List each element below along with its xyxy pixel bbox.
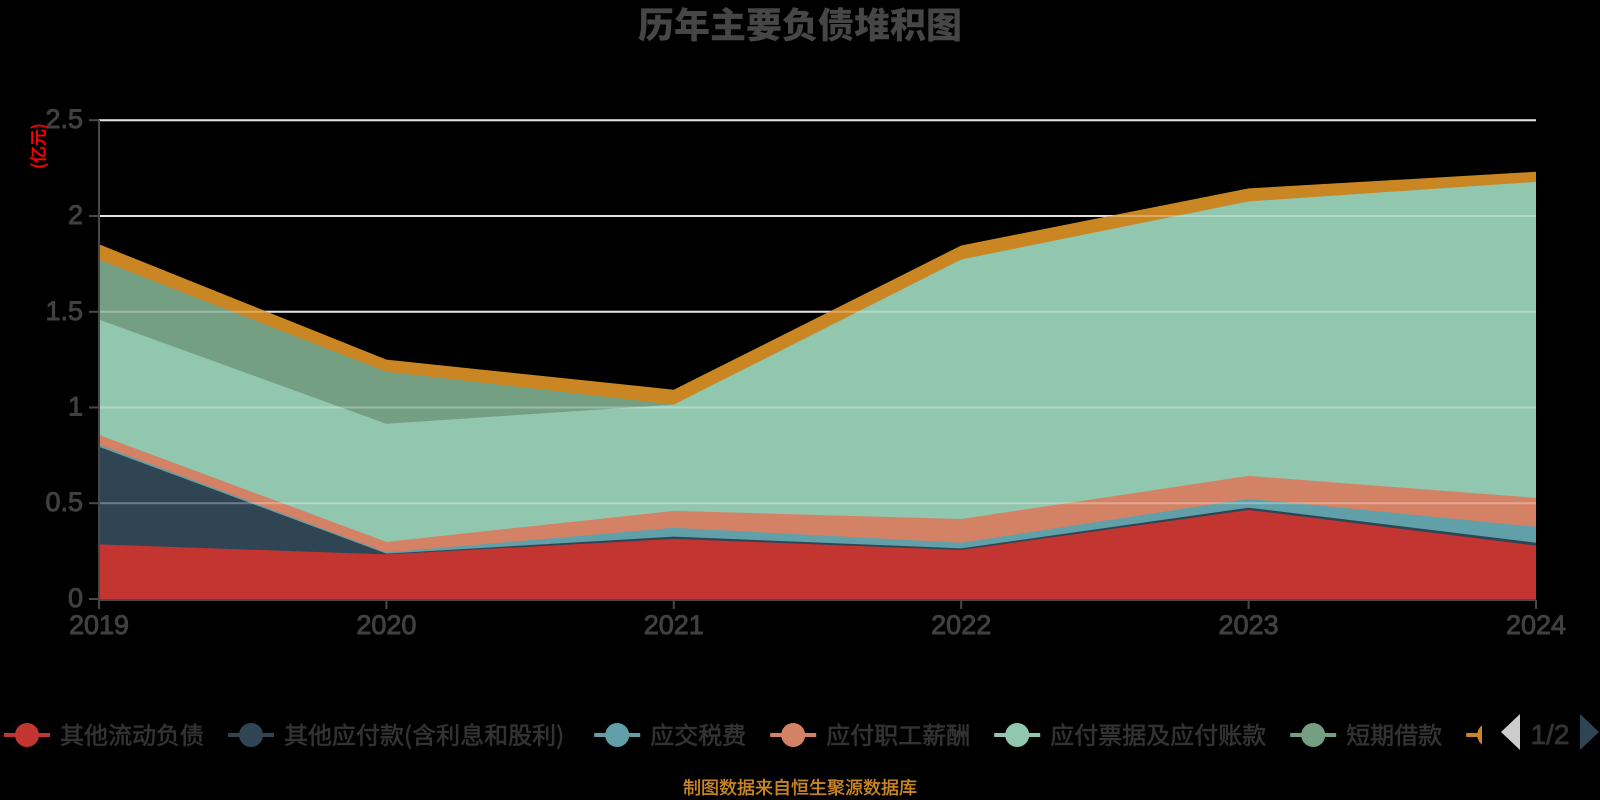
svg-text:1: 1	[68, 392, 83, 422]
svg-text:2019: 2019	[69, 610, 129, 640]
svg-text:1/2: 1/2	[1531, 719, 1570, 750]
svg-text:2023: 2023	[1219, 610, 1279, 640]
svg-text:2024: 2024	[1506, 610, 1566, 640]
svg-text:2021: 2021	[644, 610, 704, 640]
svg-text:2022: 2022	[931, 610, 991, 640]
svg-text:2: 2	[68, 200, 83, 230]
svg-text:2020: 2020	[356, 610, 416, 640]
svg-text:0.5: 0.5	[45, 487, 83, 517]
svg-text:1.5: 1.5	[45, 296, 83, 326]
svg-text:2.5: 2.5	[45, 104, 83, 134]
svg-text:0: 0	[68, 583, 83, 613]
